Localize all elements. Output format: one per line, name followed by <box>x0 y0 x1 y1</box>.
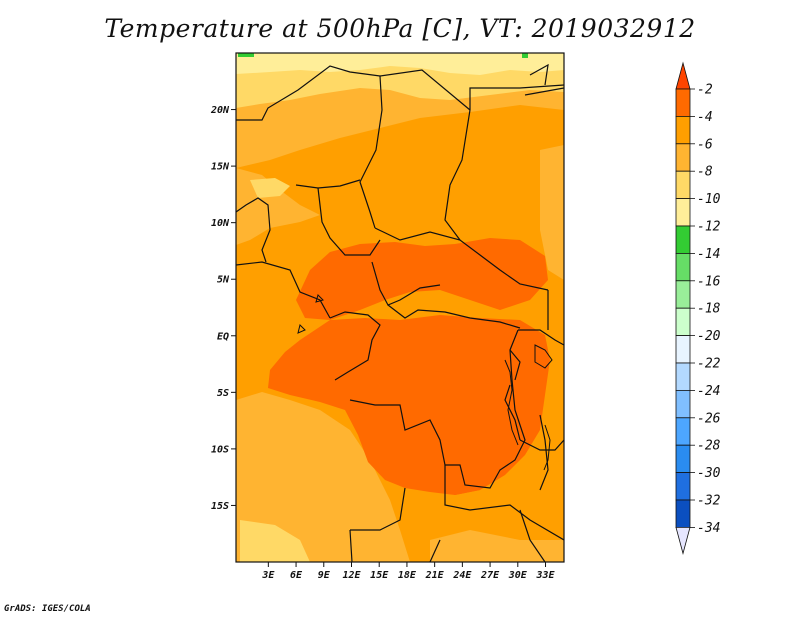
lat-tick-label: 15S <box>211 501 229 512</box>
band-m10-m8-southwest <box>240 520 310 562</box>
band-m14-m12-speck <box>238 53 254 57</box>
legend-swatch <box>675 280 691 309</box>
map-title: Temperature at 500hPa [C], VT: 201903291… <box>104 14 696 43</box>
band-m4-m2-core <box>268 315 550 495</box>
legend-swatch <box>675 307 691 337</box>
band-m4-m2-patch <box>435 470 480 495</box>
band-m8-m6-east <box>540 145 564 280</box>
legend-swatch <box>675 116 691 145</box>
legend-swatch <box>675 335 691 364</box>
legend-swatch <box>675 362 691 391</box>
lon-tick-label: 24E <box>452 570 472 581</box>
legend-label: -24 <box>697 384 720 399</box>
legend-label: -26 <box>697 411 721 426</box>
legend-swatch <box>675 472 691 501</box>
band-m8-m6-patch <box>250 178 290 198</box>
legend-label: -34 <box>697 521 720 536</box>
lat-tick-label: 10S <box>211 444 229 455</box>
band-m8-m6-southwest <box>236 392 410 562</box>
legend-swatch <box>675 225 691 254</box>
legend-swatch <box>675 88 691 117</box>
legend-label: -14 <box>697 247 720 262</box>
legend-label: -32 <box>697 494 721 509</box>
legend-swatch <box>675 198 691 227</box>
legend-label: -12 <box>697 220 721 235</box>
lat-tick-label: 5S <box>217 388 229 399</box>
lon-tick-label: 6E <box>290 570 303 581</box>
grads-credit: GrADS: IGES/COLA <box>4 604 91 614</box>
lon-tick-label: 9E <box>318 570 331 581</box>
lakes <box>297 294 553 471</box>
lon-tick-label: 15E <box>370 570 389 581</box>
legend-label: -30 <box>697 466 721 481</box>
lon-tick-label: 27E <box>480 570 500 581</box>
map-frame <box>235 52 565 563</box>
legend-label: -18 <box>697 302 721 317</box>
legend-bottom-arrow <box>675 527 691 555</box>
colorbar-legend: -2 -4 -6 -8 -10 -12 -14 -16 -18 -20 -22 -24 -26 -28 -3… <box>675 61 721 555</box>
band-m12-m10-north <box>236 53 564 75</box>
legend-label: -20 <box>697 329 721 344</box>
band-m14-m12-speck-2 <box>522 53 528 58</box>
latitude-ticks: 20N 15N 10N 5N EQ 5S 10S 15S <box>210 105 236 512</box>
lon-tick-label: 12E <box>342 570 361 581</box>
legend-swatch <box>675 143 691 172</box>
legend-label: -4 <box>697 110 713 125</box>
legend-label: -22 <box>697 357 721 372</box>
legend-label: -6 <box>697 137 713 152</box>
lat-tick-label: 10N <box>211 218 230 229</box>
lon-tick-label: 18E <box>398 570 417 581</box>
legend-label: -10 <box>697 192 721 207</box>
lat-tick-label: 5N <box>217 275 230 286</box>
lat-tick-label: EQ <box>217 331 229 342</box>
legend-swatch <box>675 252 691 282</box>
longitude-ticks: 3E 6E 9E 12E 15E 18E 21E 24E 27E 30E 33E <box>261 562 556 581</box>
legend-swatch <box>675 417 691 446</box>
lon-tick-label: 33E <box>535 570 555 581</box>
legend-label: -28 <box>697 439 721 454</box>
legend-label: -8 <box>697 165 713 180</box>
legend-label: -2 <box>697 83 713 98</box>
lat-tick-label: 15N <box>211 162 230 173</box>
lat-tick-label: 20N <box>210 105 230 116</box>
legend-swatch <box>675 170 691 199</box>
legend-label: -16 <box>697 274 721 289</box>
legend-top-arrow <box>675 61 691 90</box>
lon-tick-label: 30E <box>508 570 528 581</box>
legend-swatch <box>675 444 691 474</box>
legend-swatch <box>675 499 691 528</box>
band-m8-m6-southeast <box>430 530 564 562</box>
lon-tick-label: 3E <box>261 570 275 581</box>
lon-tick-label: 21E <box>425 570 445 581</box>
country-boundaries <box>236 63 564 562</box>
legend-swatch <box>675 389 691 419</box>
